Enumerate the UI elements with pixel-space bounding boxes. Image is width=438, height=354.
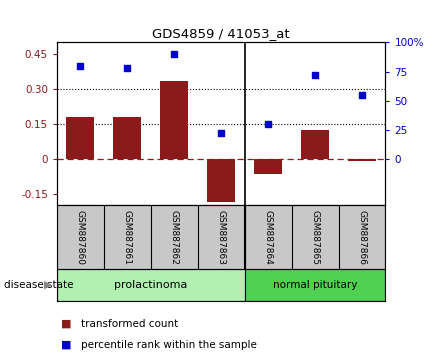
Text: GSM887860: GSM887860 xyxy=(76,210,85,266)
Point xyxy=(218,130,225,136)
Text: transformed count: transformed count xyxy=(81,319,178,329)
Point xyxy=(265,121,272,127)
Bar xyxy=(113,117,141,159)
Text: GSM887861: GSM887861 xyxy=(123,210,132,266)
Text: GSM887864: GSM887864 xyxy=(264,210,272,265)
Point xyxy=(358,92,365,98)
Text: GSM887863: GSM887863 xyxy=(217,210,226,266)
Text: disease state: disease state xyxy=(4,280,74,290)
Text: normal pituitary: normal pituitary xyxy=(273,280,357,290)
Bar xyxy=(254,159,282,174)
Bar xyxy=(66,117,95,159)
Point xyxy=(124,65,131,71)
Text: ■: ■ xyxy=(61,340,72,350)
Text: GSM887862: GSM887862 xyxy=(170,210,179,265)
Point xyxy=(171,51,178,57)
Point xyxy=(311,72,318,78)
Text: prolactinoma: prolactinoma xyxy=(114,280,187,290)
Point xyxy=(77,63,84,69)
Bar xyxy=(301,130,329,159)
Text: GSM887865: GSM887865 xyxy=(311,210,320,266)
Bar xyxy=(57,269,245,301)
Text: GSM887866: GSM887866 xyxy=(357,210,367,266)
Bar xyxy=(245,269,385,301)
Title: GDS4859 / 41053_at: GDS4859 / 41053_at xyxy=(152,27,290,40)
Text: ▶: ▶ xyxy=(44,280,53,290)
Text: percentile rank within the sample: percentile rank within the sample xyxy=(81,340,257,350)
Bar xyxy=(348,159,376,161)
Text: ■: ■ xyxy=(61,319,72,329)
Bar xyxy=(207,159,235,202)
Bar xyxy=(160,81,188,159)
